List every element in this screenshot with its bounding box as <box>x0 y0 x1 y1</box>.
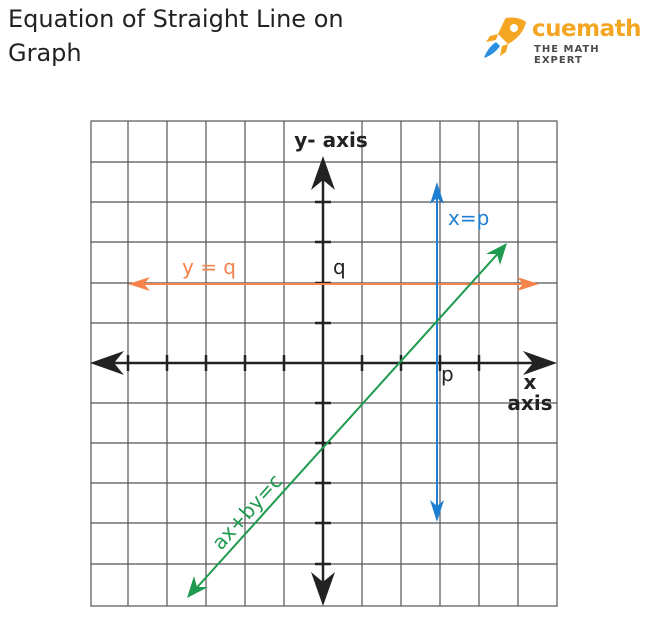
cuemath-logo: cuemath THE MATH EXPERT <box>476 10 646 66</box>
line-y-equals-q <box>128 277 539 291</box>
rocket-icon <box>484 17 526 58</box>
x-axis-label-x: x <box>524 370 537 394</box>
y-axis-label: y- axis <box>294 128 367 152</box>
x-axis-label-axis: axis <box>507 391 552 415</box>
x-axis-arrow-left <box>90 351 124 375</box>
label-y-equals-q: y = q <box>182 255 236 279</box>
y-axis-arrow-up <box>311 156 335 190</box>
brand-name: cuemath <box>532 16 641 42</box>
brand-tagline: THE MATH EXPERT <box>534 44 600 66</box>
x-axis-arrow-right <box>523 351 557 375</box>
line-x-equals-p <box>430 182 444 522</box>
label-ax-by-c: ax+by=c <box>207 469 287 554</box>
page-title: Equation of Straight Line on Graph <box>8 2 344 70</box>
label-p: p <box>441 362 454 386</box>
label-x-equals-p: x=p <box>448 206 489 230</box>
title-line-2: Graph <box>8 39 82 67</box>
y-axis-arrow-down <box>311 572 335 606</box>
label-q: q <box>333 255 346 279</box>
title-line-1: Equation of Straight Line on <box>8 5 344 33</box>
line-general-form <box>187 243 507 598</box>
y-axis <box>311 156 335 606</box>
